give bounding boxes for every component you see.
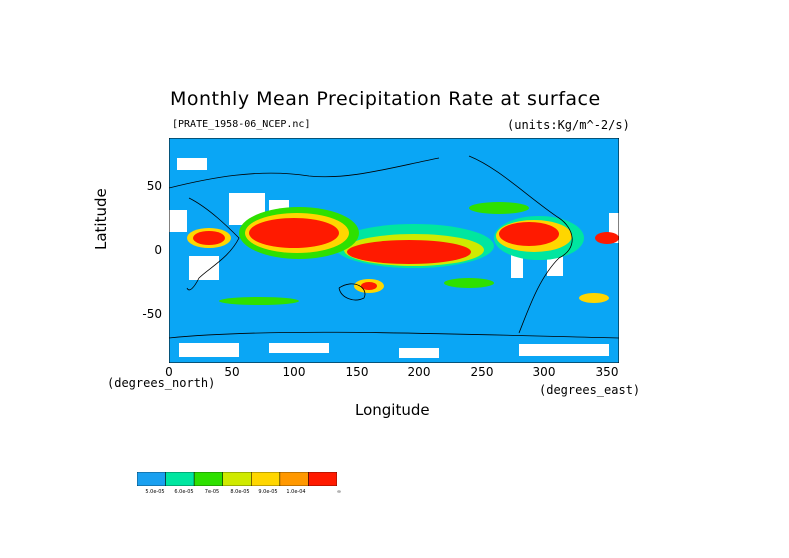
colorbar-label-7: ∞ [336, 489, 342, 495]
missing-data-regions [169, 158, 619, 358]
colorbar-cell [137, 472, 166, 486]
colorbar-label-3: 7e-05 [204, 489, 220, 495]
colorbar-label-5: 9.0e-05 [258, 489, 278, 495]
units-label: (units:Kg/m^-2/s) [507, 118, 630, 132]
xtick-300: 300 [532, 365, 556, 379]
colorbar-cell [279, 472, 309, 486]
xtick-200: 200 [407, 365, 431, 379]
map-title: Monthly Mean Precipitation Rate at surfa… [170, 88, 601, 110]
xtick-0: 0 [165, 365, 173, 379]
xtick-250: 250 [470, 365, 494, 379]
colorbar-label-1: 5.0e-05 [145, 489, 165, 495]
x-unit-note: (degrees_east) [539, 383, 641, 397]
y-axis-label: Latitude [92, 188, 110, 250]
colorbar-label-4: 8.0e-05 [230, 489, 250, 495]
x-axis-label: Longitude [355, 401, 430, 419]
precip-field [187, 202, 619, 305]
colorbar [137, 472, 337, 486]
y-unit-note: (degrees_north) [107, 376, 216, 390]
coastlines [169, 155, 619, 339]
file-label: [PRATE_1958-06_NCEP.nc] [172, 119, 311, 130]
xtick-350: 350 [595, 365, 619, 379]
colorbar-cell [165, 472, 195, 486]
colorbar-cell [251, 472, 281, 486]
ytick-neg50: -50 [142, 307, 162, 321]
ytick-0: 0 [154, 243, 162, 257]
precipitation-map [169, 138, 619, 363]
colorbar-cell [222, 472, 252, 486]
colorbar-cell [193, 472, 223, 486]
colorbar-label-2: 6.0e-05 [174, 489, 194, 495]
xtick-50: 50 [224, 365, 240, 379]
colorbar-label-6: 1.0e-04 [286, 489, 306, 495]
colorbar-cell [308, 472, 337, 486]
ytick-50: 50 [146, 179, 162, 193]
xtick-150: 150 [345, 365, 369, 379]
xtick-100: 100 [282, 365, 306, 379]
